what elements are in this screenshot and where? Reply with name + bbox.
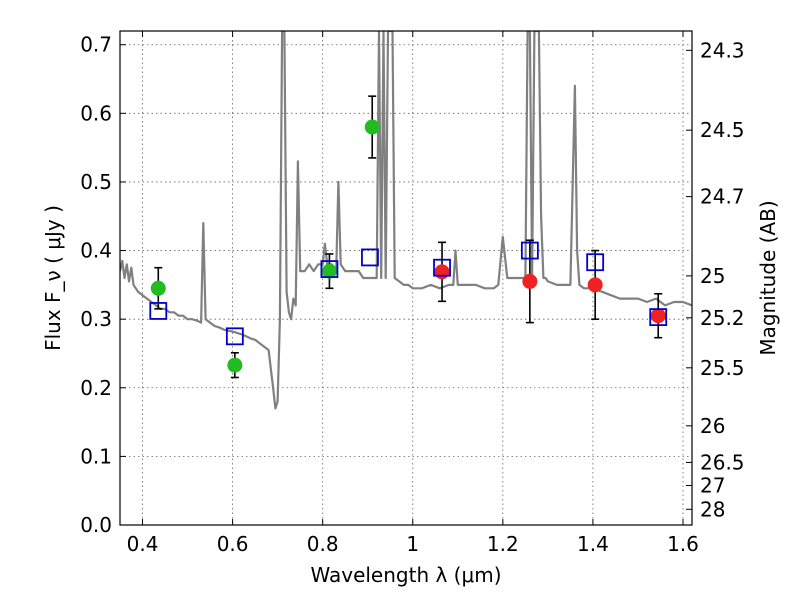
y2-tick-label: 26 bbox=[700, 414, 725, 438]
model-box-marker bbox=[149, 302, 168, 320]
y-tick-label: 0.7 bbox=[80, 33, 112, 57]
model-box-marker bbox=[586, 253, 605, 272]
y2-tick-label: 28 bbox=[700, 497, 725, 521]
y2-tick-label: 24.5 bbox=[700, 118, 745, 142]
y2-axis-label: Magnitude (AB) bbox=[756, 200, 780, 355]
plot-frame bbox=[119, 30, 693, 526]
x-tick-label: 1.4 bbox=[577, 532, 609, 556]
plot-layer bbox=[120, 31, 692, 410]
model-box-marker bbox=[361, 248, 379, 267]
x-tick-label: 1.2 bbox=[487, 532, 519, 556]
y-tick-label: 0.4 bbox=[80, 239, 112, 263]
points-layer bbox=[149, 95, 668, 379]
model-box-marker bbox=[225, 327, 244, 346]
red-data-point bbox=[522, 273, 538, 289]
model-box-marker bbox=[649, 308, 668, 327]
model-box-marker bbox=[433, 258, 451, 277]
y-axis-label: Flux F_ν ( μJy ) bbox=[41, 205, 65, 351]
x-axis-label: Wavelength λ (μm) bbox=[310, 563, 501, 587]
y-tick-label: 0.6 bbox=[80, 101, 112, 125]
y-tick-label: 0.3 bbox=[80, 307, 112, 331]
y2-tick-label: 25.2 bbox=[700, 306, 745, 330]
y2-tick-label: 25 bbox=[700, 264, 725, 288]
green-data-point bbox=[364, 119, 380, 135]
red-data-point bbox=[434, 264, 450, 280]
model-box-marker bbox=[520, 241, 539, 260]
y2-tick-label: 27 bbox=[700, 474, 725, 498]
x-tick-label: 1 bbox=[406, 532, 419, 556]
green-data-point bbox=[321, 263, 337, 279]
y-tick-label: 0.0 bbox=[80, 513, 112, 537]
y-tick-label: 0.5 bbox=[80, 170, 112, 194]
x-tick-label: 0.6 bbox=[217, 532, 249, 556]
tick-layer: 0.4 0.6 0.8 1 1.2 1.4 1.6 0.0 0.1 0.2 0.3 0.4 0.5 0.6… bbox=[80, 31, 745, 556]
y2-tick-label: 24.7 bbox=[700, 185, 745, 209]
y-tick-label: 0.2 bbox=[80, 376, 112, 400]
spectrum-line bbox=[120, 31, 692, 410]
y2-tick-label: 24.3 bbox=[700, 38, 745, 62]
x-tick-label: 0.4 bbox=[127, 532, 159, 556]
y2-tick-label: 25.5 bbox=[700, 356, 745, 380]
y2-tick-label: 26.5 bbox=[700, 450, 745, 474]
red-data-point bbox=[587, 277, 603, 293]
green-data-point bbox=[150, 280, 166, 296]
x-tick-label: 1.6 bbox=[667, 532, 699, 556]
model-box-marker bbox=[320, 260, 339, 278]
green-data-point bbox=[227, 357, 243, 373]
red-data-point bbox=[650, 308, 666, 324]
y-tick-label: 0.1 bbox=[80, 444, 112, 468]
x-tick-label: 0.8 bbox=[307, 532, 339, 556]
